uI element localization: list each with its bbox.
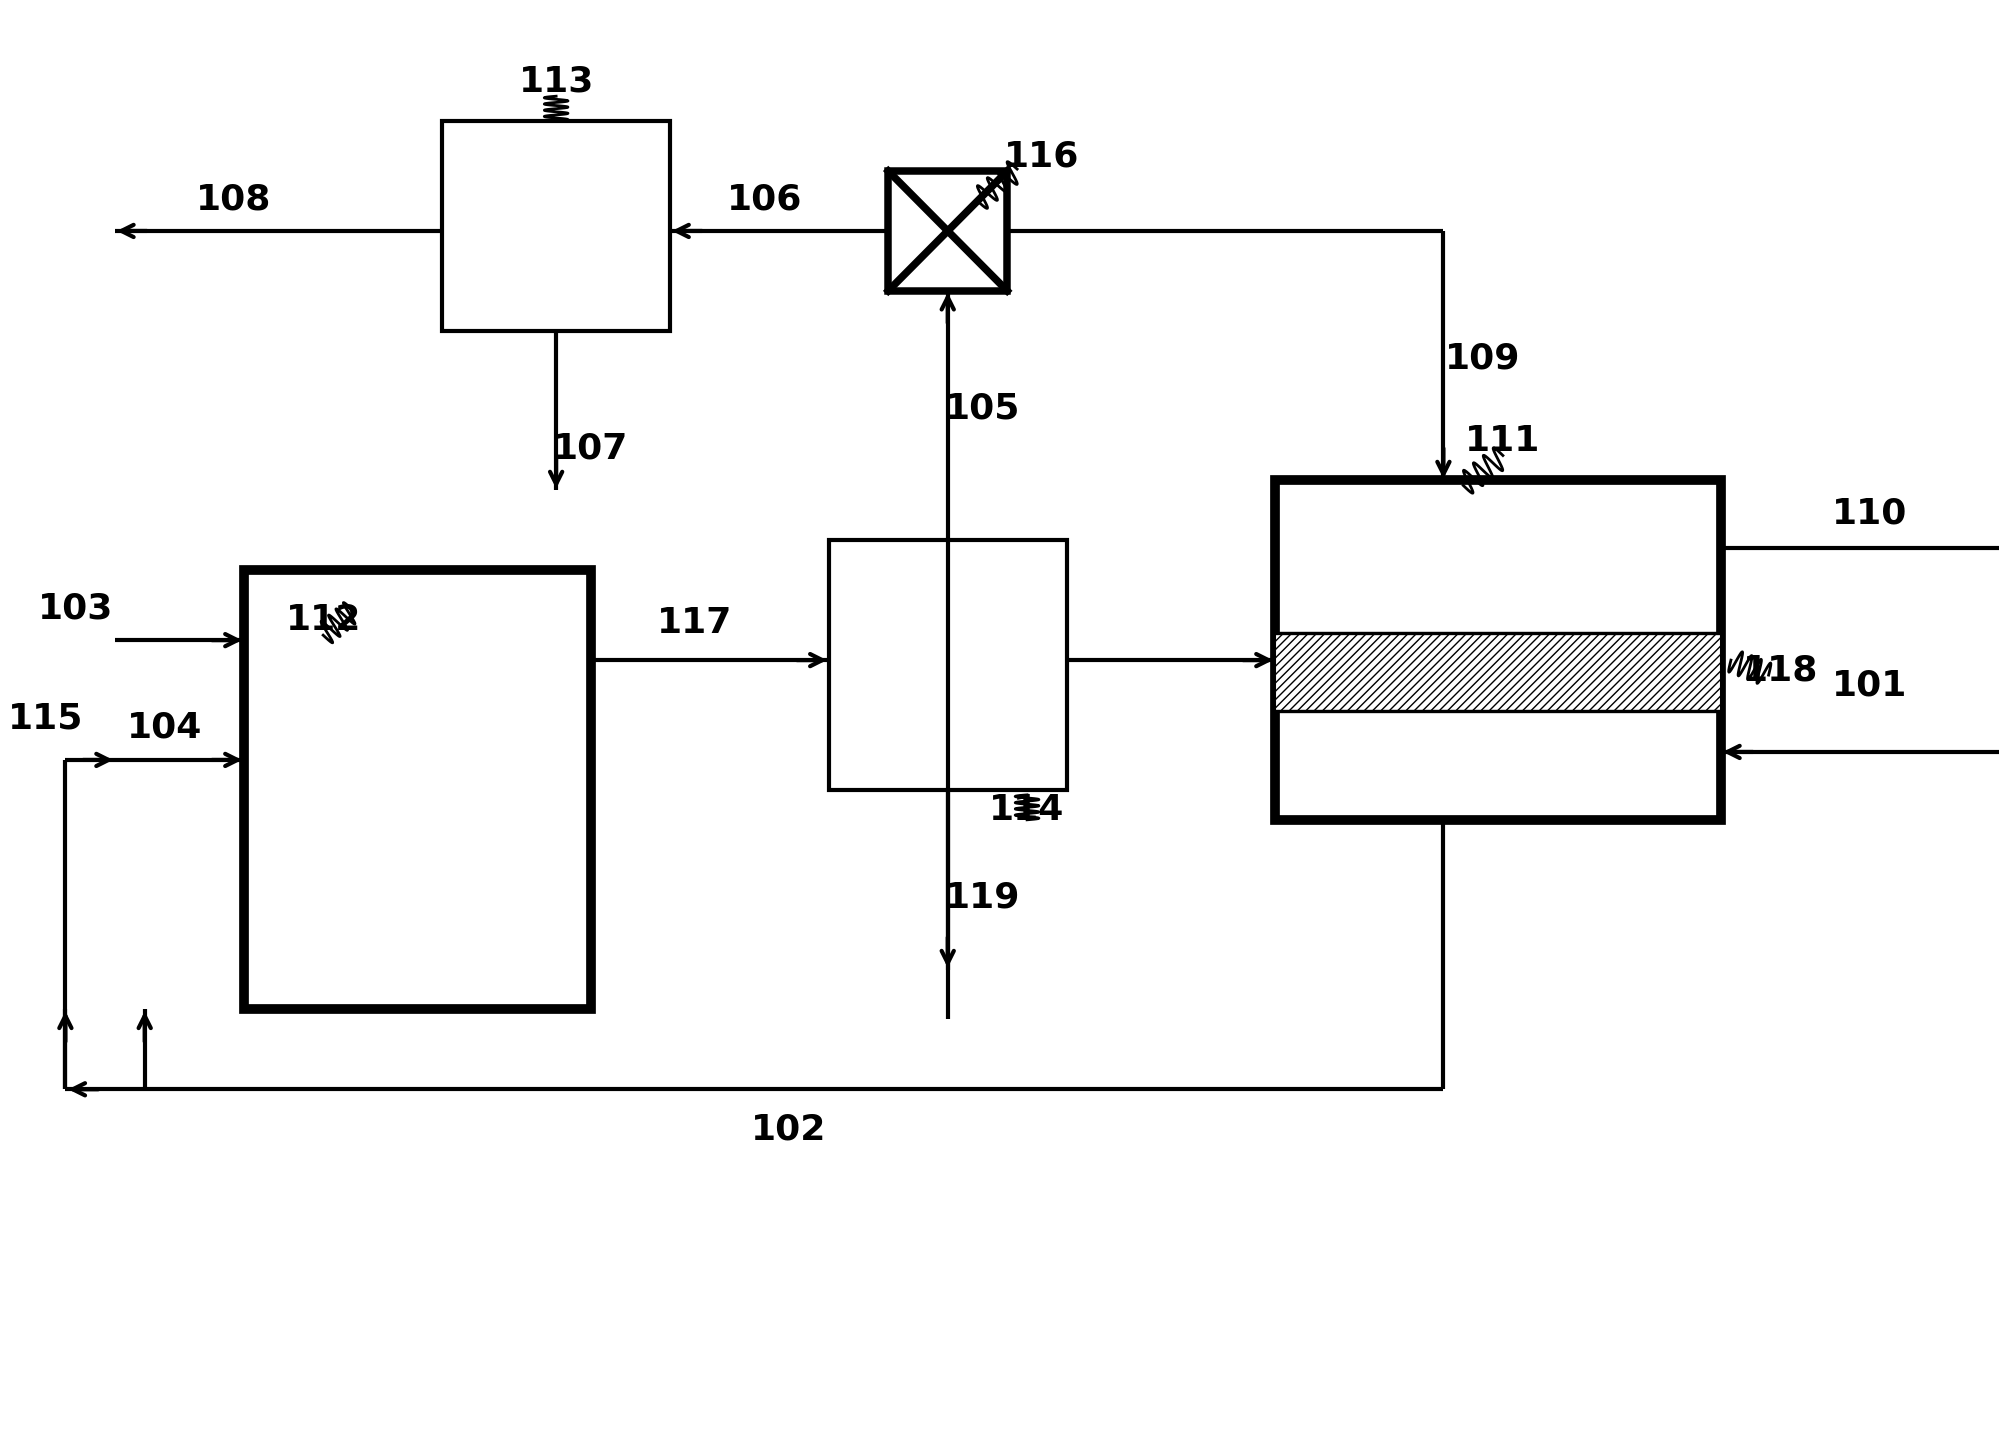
Text: 107: 107: [554, 431, 628, 465]
Text: 114: 114: [990, 793, 1064, 827]
Text: 111: 111: [1466, 424, 1540, 458]
Text: 108: 108: [196, 182, 272, 216]
Text: 110: 110: [1832, 496, 1908, 530]
Text: 116: 116: [1004, 140, 1080, 173]
Bar: [1274, 633, 1722, 712]
Text: 112: 112: [286, 604, 360, 637]
Text: 103: 103: [38, 591, 112, 625]
Text: 102: 102: [752, 1112, 826, 1146]
Text: 104: 104: [126, 710, 202, 745]
Text: 118: 118: [1742, 653, 1818, 687]
Bar: [442, 121, 670, 331]
Text: 105: 105: [944, 392, 1020, 425]
Text: 119: 119: [944, 880, 1020, 915]
Bar: [828, 540, 1066, 790]
Text: 113: 113: [518, 65, 594, 98]
Bar: [244, 571, 590, 1010]
Text: 101: 101: [1832, 669, 1908, 702]
Text: 109: 109: [1446, 342, 1520, 376]
Text: 115: 115: [8, 700, 84, 735]
Text: 106: 106: [726, 182, 802, 216]
Bar: [888, 171, 1008, 291]
Bar: [1274, 480, 1722, 820]
Text: 117: 117: [658, 607, 732, 640]
